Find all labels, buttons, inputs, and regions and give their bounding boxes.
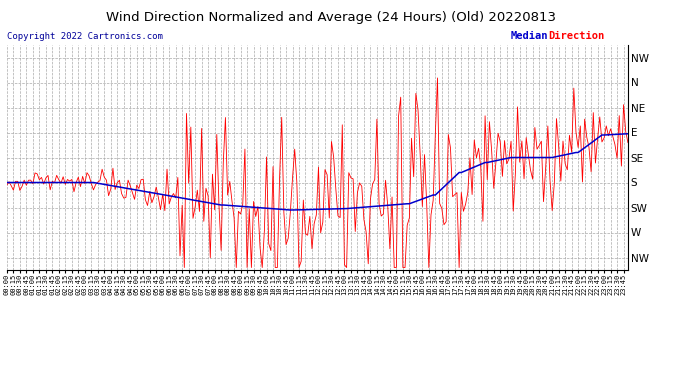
- Text: Wind Direction Normalized and Average (24 Hours) (Old) 20220813: Wind Direction Normalized and Average (2…: [106, 11, 556, 24]
- Text: Direction: Direction: [549, 32, 605, 41]
- Text: Median: Median: [511, 32, 548, 41]
- Text: Copyright 2022 Cartronics.com: Copyright 2022 Cartronics.com: [7, 32, 163, 41]
